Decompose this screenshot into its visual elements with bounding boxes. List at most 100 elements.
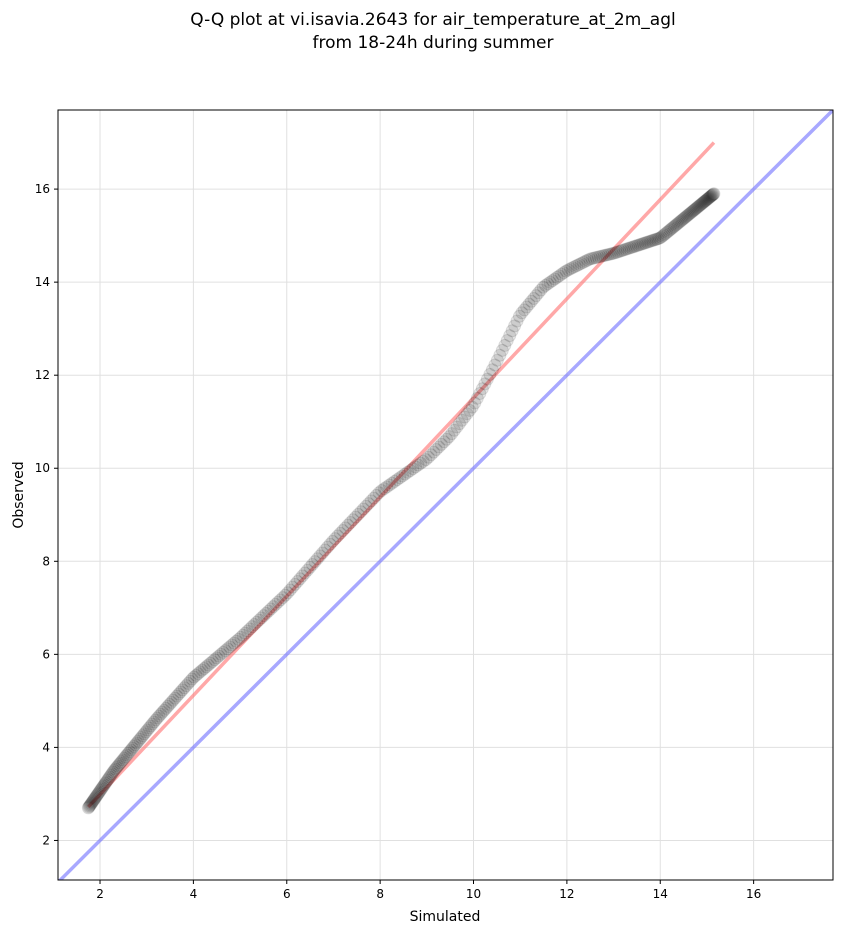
qq-point [134,730,148,744]
qq-point [561,263,575,277]
qq-point [349,510,363,524]
y-tick-label: 10 [35,461,50,475]
qq-point [694,197,708,211]
qq-point [532,286,546,300]
qq-point [100,773,114,787]
qq-point [416,454,430,468]
qq-point [398,467,412,481]
qq-point [480,372,494,386]
qq-point [83,799,97,813]
qq-point [234,630,248,644]
qq-point [380,480,394,494]
qq-point [635,237,649,251]
x-tick-label: 12 [559,887,574,901]
qq-point [147,715,161,729]
qq-point [91,787,105,801]
qq-point [250,615,264,629]
qq-point [607,246,621,260]
qq-point [338,521,352,535]
qq-point [419,453,433,467]
qq-point [127,739,141,753]
qq-point [460,407,474,421]
qq-point [326,534,340,548]
qq-point [552,269,566,283]
qq-point [424,448,438,462]
qq-point [93,783,107,797]
qq-point [682,207,696,221]
qq-point [605,247,619,261]
qq-point [620,242,634,256]
qq-point [90,789,104,803]
qq-point [174,685,188,699]
qq-point [648,233,662,247]
qq-point [701,192,715,206]
chart-title-line-2: from 18-24h during summer [313,33,554,53]
qq-point [142,721,156,735]
qq-point [611,245,625,259]
qq-point [587,251,601,265]
qq-point [130,736,144,750]
qq-point [483,367,497,381]
qq-point [243,622,257,636]
qq-point [465,400,479,414]
qq-point [421,450,435,464]
qq-point [689,202,703,216]
qq-point [406,462,420,476]
qq-point [149,713,163,727]
qq-point [305,557,319,571]
chart-title-line-1: Q-Q plot at vi.isavia.2643 for air_tempe… [190,10,675,30]
qq-point [698,194,712,208]
qq-point [385,476,399,490]
qq-point [137,727,151,741]
qq-point [216,645,230,659]
x-tick-label: 14 [653,887,668,901]
qq-point [225,638,239,652]
qq-point [187,670,201,684]
qq-point [113,756,127,770]
qq-point [691,200,705,214]
qq-point [354,505,368,519]
qq-point [89,790,103,804]
qq-point [440,432,454,446]
qq-point [203,656,217,670]
plot-area-frame [57,109,834,881]
qq-point [445,427,459,441]
qq-point [450,420,464,434]
qq-point [680,209,694,223]
qq-point [269,597,283,611]
qq-point [321,540,335,554]
qq-point [266,600,280,614]
qq-point [286,580,300,594]
qq-point [408,460,422,474]
qq-point [599,248,613,262]
qq-point [110,761,124,775]
qq-point [139,725,153,739]
qq-point [683,206,697,220]
qq-point [668,218,682,232]
qq-point [102,772,116,786]
qq-point [452,417,466,431]
x-axis-label: Simulated [410,909,481,925]
qq-point [159,701,173,715]
qq-point [170,689,184,703]
qq-point [283,583,297,597]
qq-point [500,334,514,348]
qq-point [671,216,685,230]
qq-point [652,231,666,245]
qq-point [121,746,135,760]
qq-point [628,239,642,253]
qq-point [218,644,232,658]
qq-point [199,660,213,674]
qq-point [589,250,603,264]
qq-point [232,632,246,646]
fit-line-group [87,141,716,809]
qq-point [676,212,690,226]
qq-point [666,221,680,235]
qq-point [308,555,322,569]
qq-point [95,781,109,795]
qq-point [197,661,211,675]
qq-point [259,606,273,620]
qq-point [455,413,469,427]
qq-point [707,187,721,201]
